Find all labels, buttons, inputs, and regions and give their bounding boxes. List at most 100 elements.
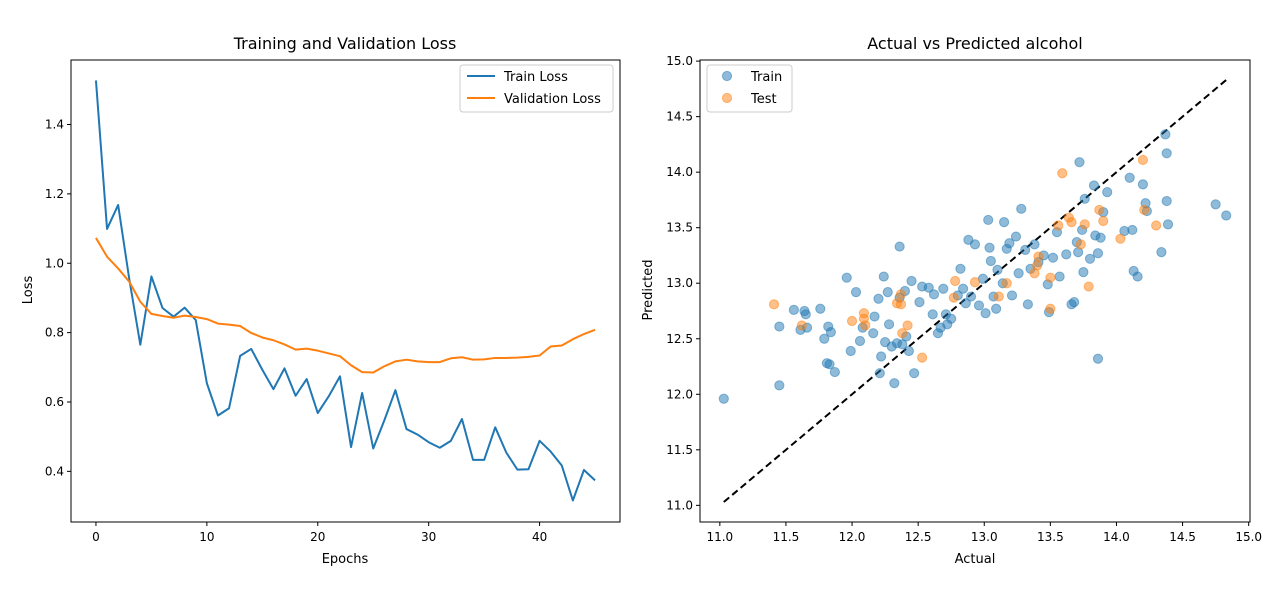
train-point	[1102, 187, 1113, 198]
train-point	[909, 368, 920, 379]
test-point	[1045, 272, 1056, 283]
test-point	[796, 320, 807, 331]
scatter-chart-ytick-label: 11.5	[666, 443, 693, 457]
train-point	[983, 214, 994, 226]
train-point	[969, 239, 981, 250]
train-point	[1074, 157, 1085, 168]
train-point	[1022, 299, 1033, 310]
test-point	[1066, 217, 1077, 228]
train-point	[873, 293, 884, 304]
test-point	[902, 320, 913, 331]
train-point	[1013, 268, 1024, 279]
train-point	[889, 378, 900, 389]
train-point	[850, 287, 862, 298]
test-point	[917, 352, 928, 363]
test-point	[1098, 215, 1109, 227]
loss-chart-plot-area	[70, 59, 621, 523]
train-point	[1078, 267, 1089, 278]
loss-chart-xtick-label: 10	[199, 530, 214, 544]
train-point	[894, 241, 905, 252]
train-point	[938, 283, 949, 294]
train-point	[1161, 148, 1172, 159]
test-point	[969, 277, 981, 288]
train-point	[824, 359, 835, 370]
loss-chart-ytick-label: 0.4	[45, 464, 64, 478]
train-point	[1029, 239, 1040, 250]
series-line-validation-loss	[95, 237, 596, 374]
scatter-chart-legend: Train Test	[706, 64, 793, 113]
series-line-train-loss	[94, 80, 596, 502]
loss-chart-ytick-label: 1.2	[45, 187, 64, 201]
train-point	[854, 335, 866, 347]
train-point	[1016, 203, 1027, 214]
train-point	[998, 217, 1010, 228]
legend-entry-label: Train Loss	[503, 70, 568, 85]
train-point	[1160, 129, 1171, 140]
train-point	[1132, 271, 1143, 282]
legend-marker-swatch	[721, 70, 733, 82]
train-point	[829, 366, 840, 378]
scatter-chart-ytick-label: 13.5	[666, 221, 693, 235]
train-point	[1127, 224, 1138, 236]
loss-chart-ylabel: Loss	[21, 276, 36, 305]
scatter-chart-xtick-label: 15.0	[1235, 530, 1262, 544]
test-point	[768, 299, 780, 310]
test-point	[1094, 204, 1105, 216]
train-point	[955, 263, 966, 274]
train-point	[1095, 232, 1106, 243]
train-point	[718, 393, 729, 404]
train-point	[883, 319, 895, 330]
train-point	[985, 255, 996, 267]
test-point	[895, 289, 907, 300]
train-point	[928, 289, 940, 300]
scatter-chart-axes-frame	[699, 59, 1251, 523]
legend-entry-label: Train	[750, 70, 782, 85]
scatter-chart-xlabel: Actual	[955, 552, 996, 567]
train-point	[1054, 271, 1065, 282]
scatter-chart-ytick-label: 11.0	[666, 498, 693, 512]
loss-chart-ytick-label: 1.4	[45, 118, 64, 132]
train-point	[1084, 253, 1096, 264]
train-point	[923, 282, 934, 293]
test-point	[1151, 220, 1162, 231]
scatter-chart-ytick-label: 13.0	[666, 276, 693, 290]
test-point	[1083, 281, 1094, 292]
train-point	[774, 321, 785, 332]
scatter-chart-ytick-label: 12.0	[666, 387, 693, 401]
train-point	[788, 304, 799, 315]
train-point	[1069, 297, 1080, 308]
train-point	[1006, 290, 1018, 301]
legend-marker-swatch	[721, 92, 733, 104]
scatter-chart-xtick-label: 14.5	[1169, 530, 1196, 544]
train-point	[984, 242, 995, 253]
loss-chart-xtick-label: 0	[92, 530, 100, 544]
scatter-chart-ytick-label: 14.0	[666, 165, 693, 179]
train-point	[845, 345, 856, 357]
loss-chart-ytick-label: 0.6	[45, 395, 64, 409]
train-point	[965, 291, 977, 302]
train-point	[992, 264, 1003, 275]
scatter-chart-xtick-label: 12.0	[839, 530, 866, 544]
legend-box	[459, 64, 614, 113]
loss-chart-axes-frame	[70, 59, 621, 523]
test-point	[1137, 154, 1149, 166]
loss-chart-ytick-label: 0.8	[45, 326, 64, 340]
test-point	[860, 320, 871, 331]
train-point	[903, 345, 914, 357]
train-point	[1221, 210, 1232, 221]
test-point	[1032, 260, 1043, 271]
loss-chart-ytick-label: 1.0	[45, 256, 64, 270]
loss-chart-ticks: 0 10 20 30 40 0.4 0.6 0.8 1.0 1.2 1.4	[45, 118, 547, 544]
scatter-chart-ytick-label: 14.5	[666, 110, 693, 124]
train-point	[1061, 249, 1072, 260]
train-point	[815, 303, 826, 314]
scatter-chart-xtick-label: 14.0	[1103, 530, 1130, 544]
scatter-chart-xtick-label: 13.0	[971, 530, 998, 544]
loss-chart-legend: Train Loss Validation Loss	[459, 64, 614, 113]
train-point	[914, 297, 925, 308]
test-point	[895, 299, 907, 310]
loss-chart-xtick-label: 30	[421, 530, 436, 544]
train-point	[927, 309, 938, 320]
